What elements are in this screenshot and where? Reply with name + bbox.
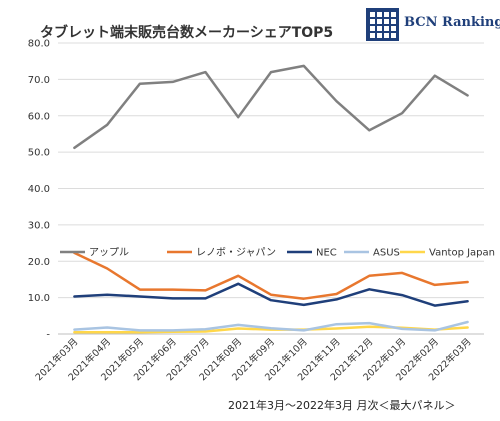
period-caption: 2021年3月～2022年3月 月次＜最大パネル＞ — [228, 398, 455, 412]
brand-logo: BCN Ranking — [366, 8, 500, 41]
y-axis-ticks: 80.0 70.0 60.0 50.0 40.0 30.0 20.0 10.0 - — [28, 39, 51, 341]
series-line-2 — [73, 282, 469, 307]
brand-logo-icon — [366, 8, 399, 41]
y-tick-label: 20.0 — [28, 257, 50, 268]
y-tick-label: 30.0 — [28, 220, 50, 231]
legend-label: ASUS — [373, 248, 400, 259]
series-line-1 — [73, 251, 469, 300]
legend-label: Vantop Japan — [429, 248, 495, 259]
grid — [58, 42, 484, 335]
y-tick-label: 50.0 — [28, 148, 50, 159]
y-tick-label: 10.0 — [28, 293, 50, 304]
y-tick-label: - — [46, 330, 50, 341]
x-axis-ticks: 2021年03月2021年04月2021年05月2021年06月2021年07月… — [33, 336, 474, 384]
series-line-0 — [73, 64, 469, 150]
chart-title: タブレット端末販売台数メーカーシェアTOP5 — [40, 24, 333, 41]
y-tick-label: 60.0 — [28, 111, 50, 122]
legend-label: NEC — [316, 248, 337, 259]
legend: アップル レノボ・ジャパン NEC ASUS Vantop Japan — [60, 247, 495, 259]
y-tick-label: 70.0 — [28, 75, 50, 86]
series-line-3 — [73, 320, 469, 332]
legend-label: アップル — [89, 247, 129, 259]
legend-label: レノボ・ジャパン — [196, 247, 276, 259]
brand-name: BCN Ranking — [404, 15, 500, 30]
y-tick-label: 80.0 — [28, 39, 50, 50]
y-tick-label: 40.0 — [28, 184, 50, 195]
series-lines — [73, 64, 469, 334]
